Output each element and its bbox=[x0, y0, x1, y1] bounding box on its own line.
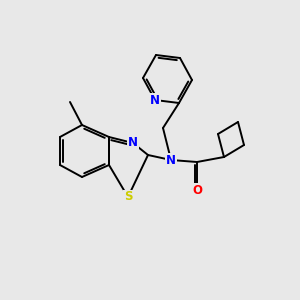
Text: O: O bbox=[192, 184, 202, 196]
Text: N: N bbox=[128, 136, 138, 149]
Text: N: N bbox=[166, 154, 176, 166]
Text: N: N bbox=[150, 94, 160, 106]
Text: S: S bbox=[124, 190, 132, 203]
